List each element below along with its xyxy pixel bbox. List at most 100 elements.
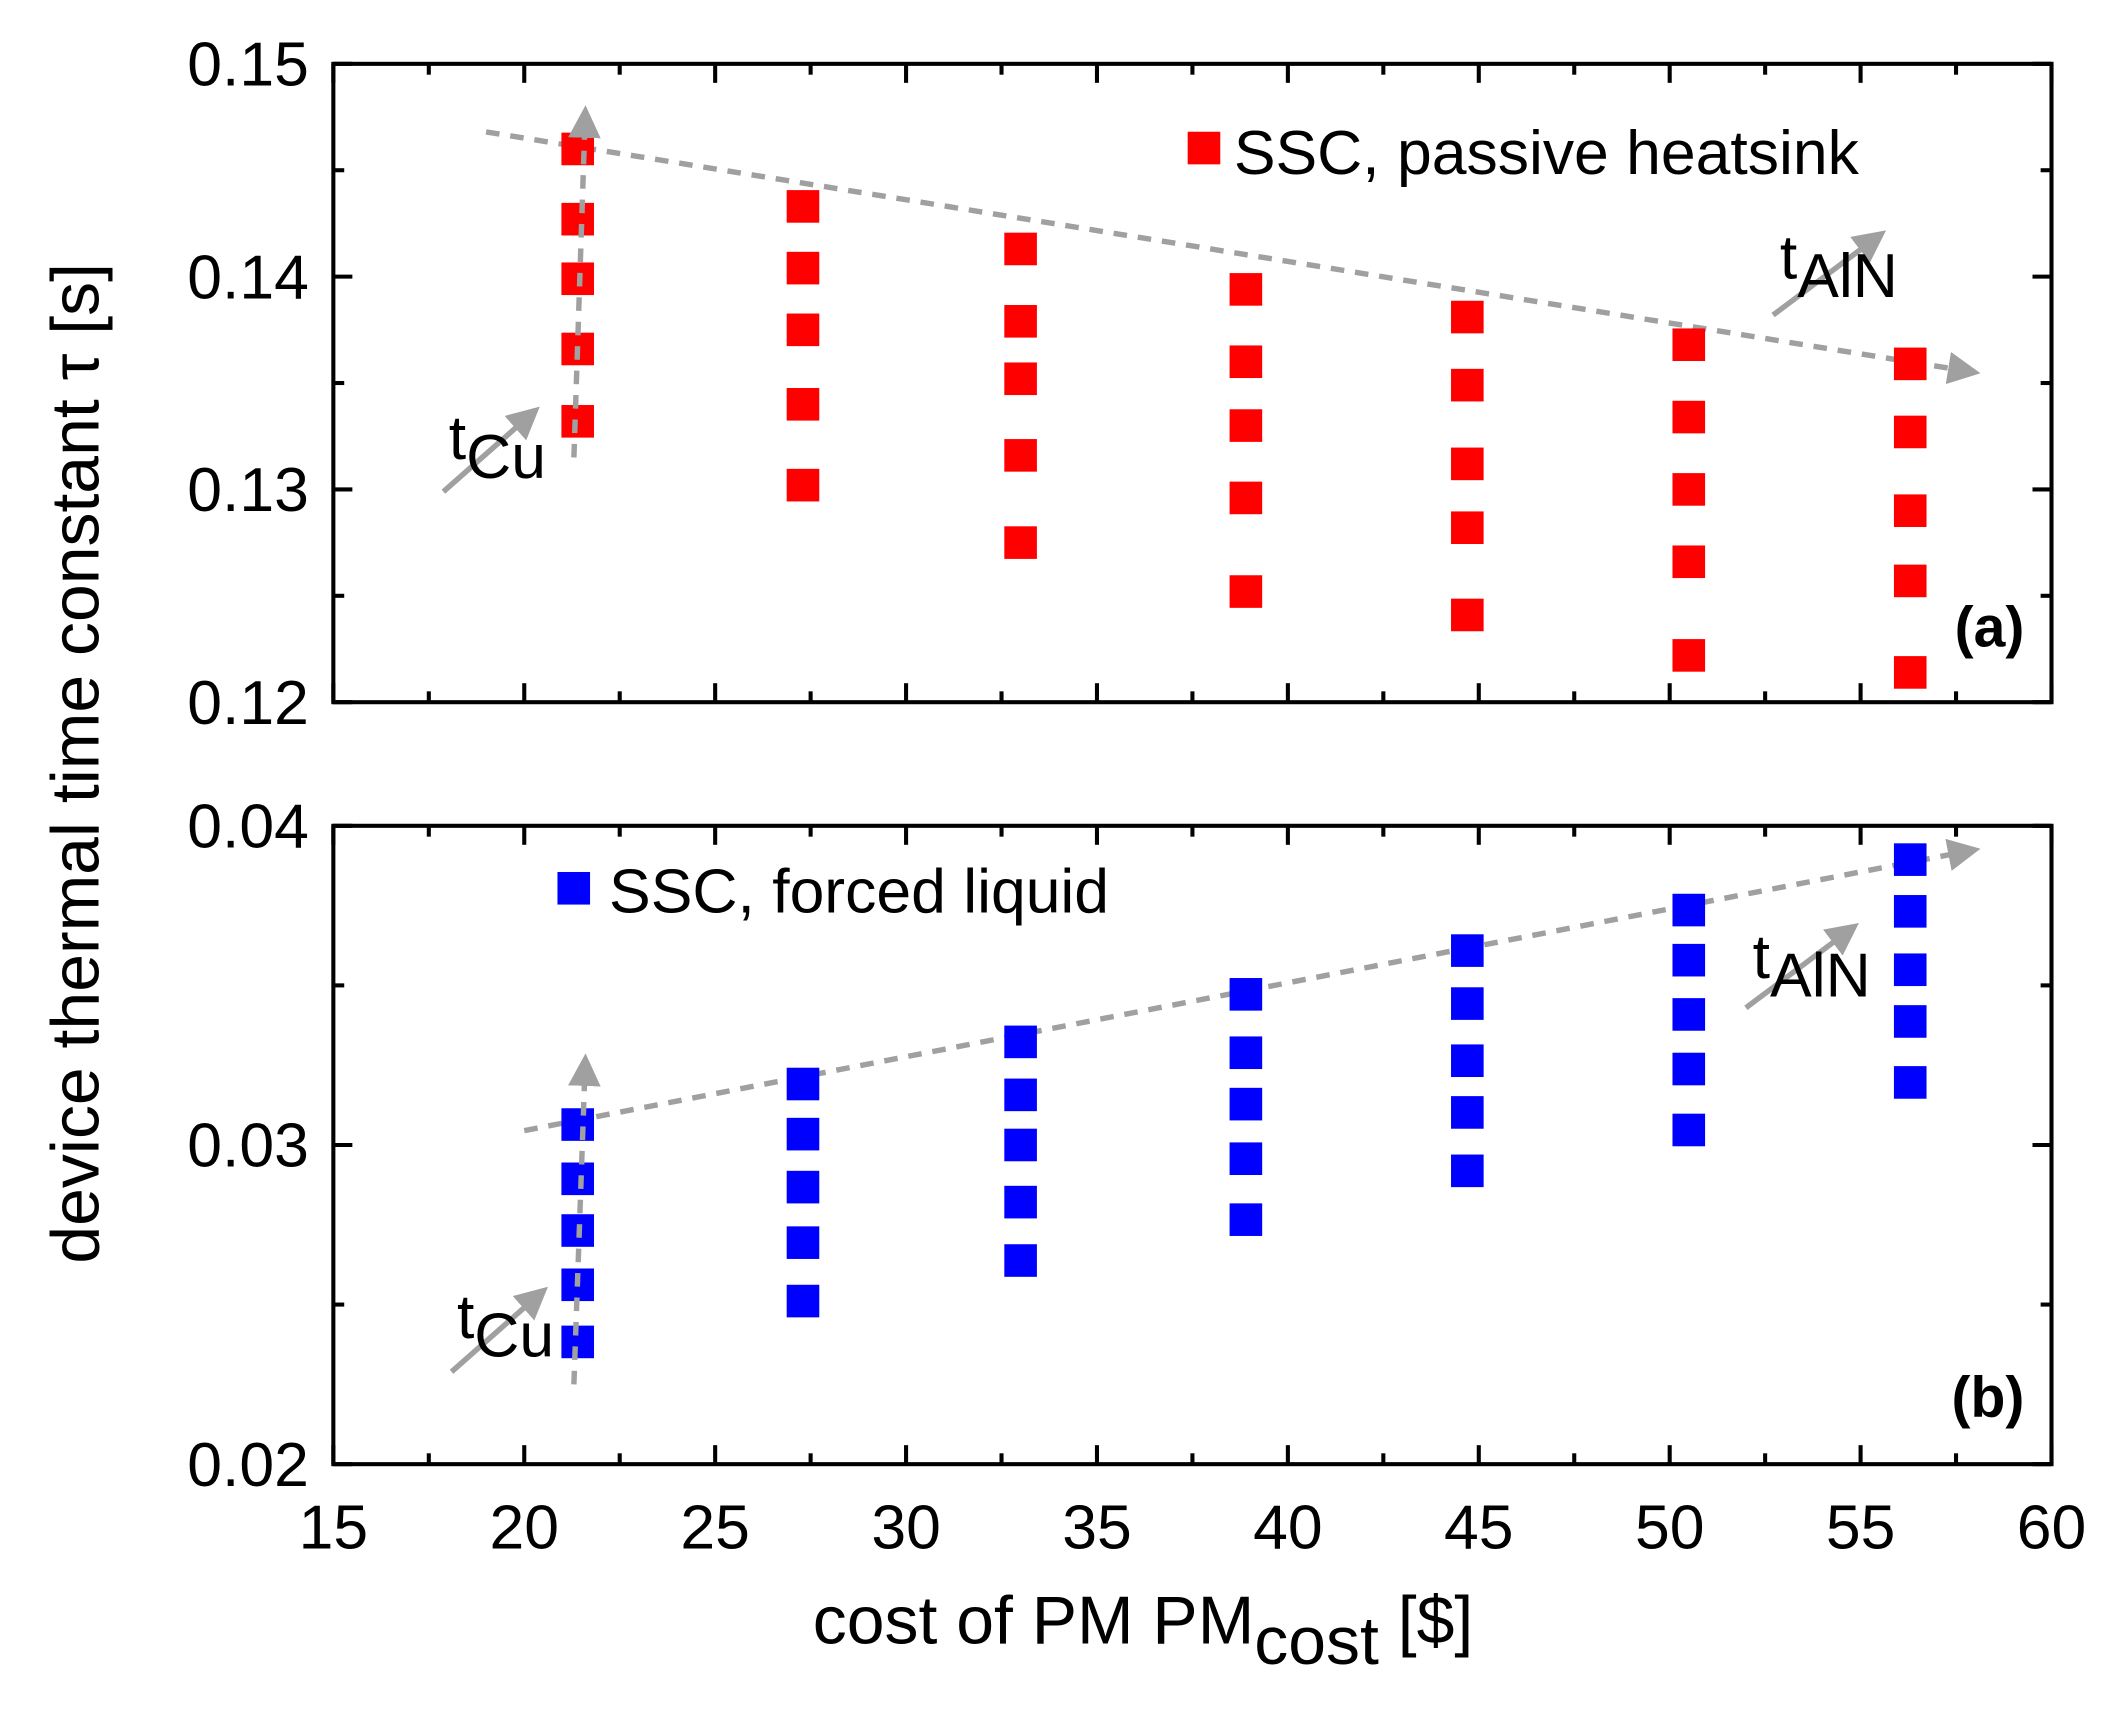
data-point — [1672, 328, 1706, 362]
data-point — [786, 251, 820, 285]
data-point — [786, 1067, 820, 1101]
x-axis-label-sub: cost — [1254, 1604, 1379, 1679]
taln-arrow — [1744, 923, 1859, 1010]
tcu-arrow — [449, 1286, 548, 1374]
data-point — [1004, 305, 1037, 338]
data-point — [1893, 1005, 1927, 1038]
data-point — [1672, 1113, 1706, 1147]
x-tick-label: 55 — [1826, 1492, 1895, 1562]
data-point — [786, 387, 820, 421]
data-point — [1893, 347, 1927, 381]
cu-thickness-arrow — [568, 1053, 601, 1385]
taln-label-sub: AlN — [1770, 941, 1871, 1011]
data-point — [1451, 511, 1484, 545]
trend-arrow — [485, 129, 1981, 385]
tcu-label-sub: Cu — [466, 422, 546, 492]
data-point — [1229, 1203, 1263, 1236]
data-point — [786, 1117, 820, 1151]
legend-label: SSC, forced liquid — [609, 857, 1109, 927]
data-point — [1451, 1044, 1484, 1078]
y-tick-label: 0.13 — [187, 455, 309, 525]
data-point — [1451, 987, 1484, 1020]
data-point — [1672, 545, 1706, 579]
data-point — [1672, 943, 1706, 977]
data-point — [1672, 473, 1706, 506]
data-point — [1451, 368, 1484, 402]
data-point — [786, 1226, 820, 1259]
data-point — [1004, 362, 1037, 396]
data-point — [1893, 564, 1927, 598]
taln-label-base: t — [1780, 222, 1797, 292]
plot-frame — [331, 823, 2054, 1467]
data-point — [1451, 447, 1484, 481]
data-point — [1229, 1036, 1263, 1070]
data-point — [1893, 843, 1927, 876]
data-point — [1672, 893, 1706, 927]
x-tick-label: 15 — [299, 1492, 368, 1562]
data-point — [1893, 953, 1927, 987]
data-point — [1451, 1096, 1484, 1129]
x-axis-label-end: [$] — [1379, 1583, 1473, 1658]
y-tick-label: 0.12 — [187, 668, 309, 738]
data-point — [1893, 656, 1927, 689]
data-point — [1893, 1066, 1927, 1099]
data-point — [1004, 439, 1037, 472]
data-point — [1229, 1087, 1263, 1121]
taln-label-base: t — [1753, 922, 1770, 992]
x-tick-label: 30 — [871, 1492, 940, 1562]
data-point — [1229, 575, 1263, 608]
data-point — [1229, 978, 1263, 1011]
data-point — [1004, 1078, 1037, 1112]
tcu-label-base: t — [449, 403, 466, 473]
data-point — [786, 1170, 820, 1204]
data-point — [1451, 300, 1484, 334]
x-tick-label: 60 — [2017, 1492, 2086, 1562]
data-point — [1229, 481, 1263, 515]
taln-label: tAlN — [1780, 222, 1898, 311]
taln-label-sub: AlN — [1797, 241, 1898, 311]
data-point — [561, 1108, 595, 1141]
data-point — [1004, 1244, 1037, 1277]
data-point — [1451, 1154, 1484, 1188]
data-point — [1004, 1025, 1037, 1059]
data-point — [1893, 895, 1927, 928]
data-point — [786, 468, 820, 502]
y-tick-label: 0.03 — [187, 1111, 309, 1181]
x-tick-label: 35 — [1062, 1492, 1131, 1562]
x-tick-label: 50 — [1635, 1492, 1704, 1562]
data-point — [1004, 232, 1037, 266]
tcu-label: tCu — [457, 1282, 554, 1371]
data-point — [561, 202, 595, 236]
data-point — [1004, 526, 1037, 559]
tcu-label: tCu — [449, 403, 546, 492]
legend-label: SSC, passive heatsink — [1234, 118, 1860, 188]
x-tick-label: 40 — [1253, 1492, 1322, 1562]
taln-label: tAlN — [1753, 922, 1871, 1011]
data-point — [1672, 400, 1706, 434]
data-point — [786, 313, 820, 347]
tcu-label-base: t — [457, 1282, 474, 1352]
legend-marker — [1187, 131, 1221, 165]
data-point — [1672, 639, 1706, 672]
y-tick-label: 0.14 — [187, 242, 309, 312]
tcu-label-sub: Cu — [474, 1301, 554, 1371]
data-point — [1229, 409, 1263, 442]
data-point — [1229, 345, 1263, 379]
panel-label: (a) — [1955, 596, 2025, 660]
x-tick-label: 20 — [490, 1492, 559, 1562]
data-point — [561, 1162, 595, 1196]
y-tick-label: 0.02 — [187, 1430, 309, 1500]
y-tick-label: 0.04 — [187, 792, 309, 862]
data-point — [1229, 1142, 1263, 1176]
data-point — [1004, 1185, 1037, 1219]
data-point — [1004, 1128, 1037, 1162]
taln-arrow — [1771, 230, 1887, 318]
x-tick-label: 25 — [680, 1492, 749, 1562]
data-point — [1451, 598, 1484, 632]
x-axis-label: cost of PM PMcost [$] — [813, 1583, 1473, 1678]
data-point — [1672, 1052, 1706, 1086]
data-point — [561, 132, 595, 166]
